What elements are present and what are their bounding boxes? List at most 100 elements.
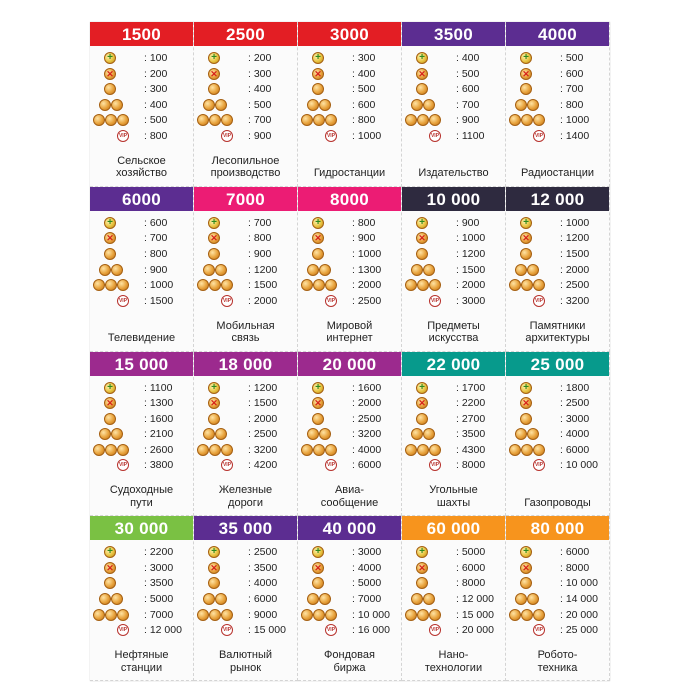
income-value: : 6000: [352, 459, 382, 472]
coin-row-icon: [93, 443, 129, 457]
income-value: : 2000: [352, 397, 382, 410]
income-value: : 7000: [144, 608, 174, 621]
income-row: : 1500: [194, 278, 297, 294]
income-row: VIP: 3200: [506, 294, 609, 310]
income-value: : 6000: [560, 546, 590, 559]
coin-icon: [313, 608, 325, 621]
coin-icon: [197, 443, 209, 456]
income-row: VIP: 15 000: [194, 623, 297, 639]
coin-icon: VIP: [429, 294, 441, 307]
coin-icon: [203, 428, 215, 441]
coin-stack-icon: [515, 428, 539, 441]
income-row: +: 1700: [402, 381, 505, 397]
cross-coin-icon: ✕: [104, 397, 116, 410]
coin-icon: VIP: [221, 294, 233, 307]
income-row: +: 6000: [506, 545, 609, 561]
plus-coin-icon: +: [312, 381, 324, 395]
coin-icon: [423, 428, 435, 441]
card-name: Лесопильное производство: [210, 154, 281, 180]
coin-icon: [325, 279, 337, 292]
income-value: : 2000: [560, 263, 590, 276]
coin-icon: [423, 98, 435, 111]
income-value: : 3500: [456, 428, 486, 441]
card-name: Телевидение: [107, 332, 176, 344]
coin-stack-icon: [203, 593, 227, 606]
card-price: 6000: [90, 186, 193, 211]
income-row: +: 1600: [298, 381, 401, 397]
income-row: VIP: 1000: [298, 129, 401, 145]
coin-icon: [515, 263, 527, 276]
coin-icon: ✕: [208, 67, 220, 80]
vip-coin-icon: VIP: [197, 294, 233, 308]
income-value: : 20 000: [560, 608, 598, 621]
coin-icon: [99, 263, 111, 276]
coin-icon: ✕: [104, 67, 116, 80]
coin-icon: [111, 428, 123, 441]
income-rows: +: 100 ✕: 200: 300: 400: 500 VIP: 800: [90, 46, 193, 145]
income-row: : 15 000: [402, 608, 505, 624]
coin-icon: [105, 443, 117, 456]
income-row: VIP: 10 000: [506, 458, 609, 474]
coin-icon: ✕: [416, 397, 428, 410]
coin-row-icon: [301, 443, 337, 457]
plus-coin-icon: +: [416, 216, 428, 230]
income-value: : 500: [456, 67, 480, 80]
income-rows: +: 600 ✕: 700: 800: 900: 1000 VIP: 1500: [90, 211, 193, 310]
income-row: +: 5000: [402, 545, 505, 561]
income-value: : 3000: [560, 412, 590, 425]
coin-icon: [99, 593, 111, 606]
coin-icon: [527, 98, 539, 111]
income-row: ✕: 500: [402, 67, 505, 83]
coin-icon: [215, 593, 227, 606]
property-card: 35 000 +: 2500 ✕: 3500: 4000: 6000: 9000 VI…: [194, 516, 298, 681]
card-price: 4000: [506, 22, 609, 46]
income-row: : 2700: [402, 412, 505, 428]
card-price: 8000: [298, 186, 401, 211]
plus-coin-icon: +: [208, 381, 220, 395]
card-sheet: 1500 +: 100 ✕: 200: 300: 400: 500 VIP: 800 С…: [90, 22, 610, 681]
coin-row-icon: [301, 114, 337, 127]
coin-icon: [203, 593, 215, 606]
coin-icon: [405, 608, 417, 621]
income-value: : 2500: [352, 412, 382, 425]
income-row: ✕: 3500: [194, 561, 297, 577]
income-value: : 2700: [456, 412, 486, 425]
coin-icon: [105, 279, 117, 292]
income-value: : 8000: [560, 561, 590, 574]
income-rows: +: 2200 ✕: 3000: 3500: 5000: 7000 VIP: 12 …: [90, 540, 193, 639]
coin-icon: [521, 279, 533, 292]
income-rows: +: 2500 ✕: 3500: 4000: 6000: 9000 VIP: 15 …: [194, 540, 297, 639]
income-row: : 1000: [90, 278, 193, 294]
property-card: 1500 +: 100 ✕: 200: 300: 400: 500 VIP: 800 С…: [90, 22, 194, 187]
income-value: : 1500: [248, 397, 278, 410]
income-value: : 1200: [560, 232, 590, 245]
income-value: : 700: [560, 83, 584, 96]
coin-icon: +: [312, 546, 324, 559]
coin-row-icon: [197, 279, 233, 292]
coin-row-icon: [93, 608, 129, 622]
income-row: : 500: [194, 98, 297, 114]
income-row: : 600: [298, 98, 401, 114]
income-rows: +: 700 ✕: 800: 900: 1200: 1500 VIP: 2000: [194, 211, 297, 310]
income-row: : 3500: [90, 576, 193, 592]
coin-icon: [520, 247, 532, 260]
income-value: : 1000: [352, 247, 382, 260]
coin-icon: [312, 247, 324, 261]
card-name: Фондовая биржа: [324, 649, 375, 674]
coin-stack-icon: [411, 98, 435, 112]
coin-icon: [221, 114, 233, 127]
income-value: : 2500: [560, 279, 590, 292]
coin-icon: [521, 114, 533, 127]
coin-icon: [325, 608, 337, 621]
cross-coin-icon: ✕: [104, 67, 116, 81]
coin-icon: [533, 279, 545, 292]
coin-icon: [509, 443, 521, 456]
vip-coin-icon: VIP: [197, 129, 233, 143]
income-value: : 4000: [352, 561, 382, 574]
income-row: : 10 000: [298, 608, 401, 624]
income-row: : 10 000: [506, 576, 609, 592]
coin-icon: [319, 98, 331, 111]
coin-icon: [111, 593, 123, 606]
coin-icon: [208, 83, 220, 96]
coin-icon: [411, 428, 423, 441]
